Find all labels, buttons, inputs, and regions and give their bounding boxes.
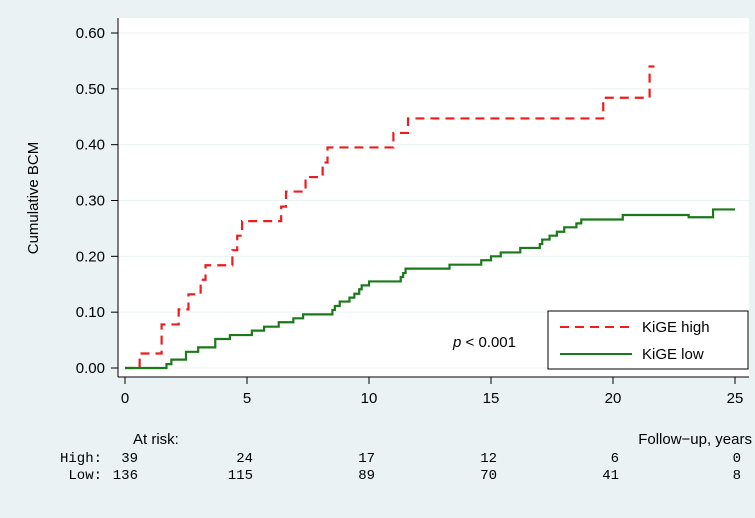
x-tick-label: 10 — [361, 390, 378, 407]
gridlines — [118, 32, 749, 369]
risk-value: 41 — [602, 468, 619, 484]
risk-value: 89 — [358, 468, 375, 484]
risk-value: 0 — [733, 451, 741, 467]
x-tick-label: 15 — [483, 390, 500, 407]
series-line-kige-low — [125, 208, 735, 370]
y-axis-label: Cumulative BCM — [25, 142, 42, 255]
x-tick-label: 5 — [243, 390, 251, 407]
at-risk-label: At risk: — [133, 431, 179, 448]
y-tick-label: 0.40 — [76, 137, 105, 154]
legend-box — [547, 310, 749, 370]
series-lines — [125, 65, 735, 370]
legend-label-low: KiGE low — [642, 346, 704, 363]
y-tick-label: 0.20 — [76, 248, 105, 265]
risk-value: 8 — [733, 468, 741, 484]
risk-value: 6 — [611, 451, 619, 467]
p-value-annotation: p < 0.001 — [452, 334, 516, 351]
y-tick-label: 0.30 — [76, 193, 105, 210]
p-value-rest: < 0.001 — [461, 334, 516, 351]
risk-row-label: Low: — [68, 468, 102, 484]
y-tick-label: 0.00 — [76, 360, 105, 377]
risk-value: 70 — [480, 468, 497, 484]
risk-value: 115 — [228, 468, 253, 484]
legend: KiGE high KiGE low — [547, 310, 749, 370]
series-line-kige-high — [125, 65, 655, 370]
x-tick-label: 25 — [727, 390, 744, 407]
risk-value: 136 — [113, 468, 138, 484]
risk-table: High: 39 24 17 12 6 0 Low: 136 115 89 70 41 8 — [60, 451, 741, 484]
y-tick-label: 0.60 — [76, 25, 105, 42]
risk-value: 17 — [358, 451, 375, 467]
y-ticks: 0.00 0.10 0.20 0.30 0.40 0.50 0.60 — [76, 25, 118, 377]
y-tick-label: 0.10 — [76, 304, 105, 321]
y-tick-label: 0.50 — [76, 81, 105, 98]
x-ticks: 0 5 10 15 20 25 — [121, 377, 744, 407]
risk-value: 24 — [236, 451, 253, 467]
risk-value: 39 — [121, 451, 138, 467]
p-value-italic: p — [452, 334, 461, 351]
x-tick-label: 20 — [605, 390, 622, 407]
x-tick-label: 0 — [121, 390, 129, 407]
x-axis-caption: Follow−up, years — [638, 431, 752, 448]
risk-row-label: High: — [60, 451, 102, 467]
risk-value: 12 — [480, 451, 497, 467]
legend-label-high: KiGE high — [642, 319, 710, 336]
